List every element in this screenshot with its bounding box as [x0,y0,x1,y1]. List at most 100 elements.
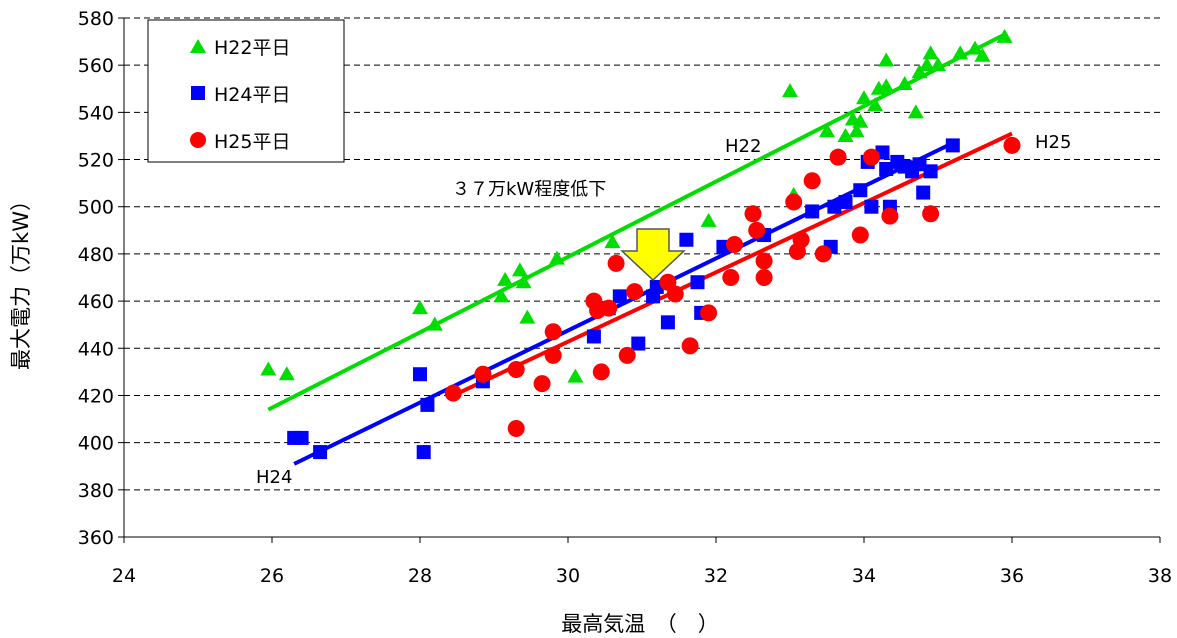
legend: H22平日 H24平日 H25平日 [147,19,345,163]
data-point-circle [507,361,525,379]
data-point-triangle [896,76,913,91]
data-point-triangle [878,52,895,67]
y-tick-label: 420 [78,385,114,407]
data-point-triangle [878,78,895,93]
trend-line-series-0 [267,32,1006,412]
data-point-triangle [497,271,514,286]
data-point-square [420,397,435,412]
data-point-triangle [700,212,717,227]
data-point-circle [792,231,810,249]
data-point-circle [626,283,644,301]
data-point-circle [748,221,766,239]
data-point-circle [592,363,610,381]
data-point-triangle [837,127,854,142]
legend-label-h22: H22平日 [214,37,290,59]
data-point-circle [1003,136,1021,154]
data-point-square [945,138,960,153]
data-point-square [631,336,646,351]
legend-triangle-icon [190,39,206,53]
y-tick-label: 440 [78,338,114,360]
y-tick-label: 460 [78,291,114,313]
legend-box [147,19,345,163]
y-tick-label: 360 [78,527,114,549]
y-axis-title: 最大電力（万kW） [9,190,33,370]
data-point-triangle [515,274,532,289]
x-tick-label: 28 [408,565,432,587]
data-point-circle [922,205,940,223]
x-tick-labels: 24 26 28 30 32 34 36 38 [112,565,1172,587]
data-point-square [916,185,931,200]
data-point-triangle [974,47,991,62]
data-point-triangle [907,104,924,119]
x-tick-label: 26 [260,565,284,587]
y-tick-label: 580 [78,8,114,30]
data-point-circle [507,419,525,437]
data-point-triangle [426,316,443,331]
data-point-triangle [852,113,869,128]
data-point-square [853,183,868,198]
down-arrow-icon [620,228,686,282]
data-point-square [923,164,938,179]
h24-line-label: H24 [256,467,292,488]
y-tick-label: 480 [78,244,114,266]
data-point-triangle [922,45,939,60]
data-point-circle [444,384,462,402]
data-point-square [690,275,705,290]
data-point-square [413,367,427,382]
x-tick-label: 30 [556,565,580,587]
data-point-square [679,232,694,247]
data-point-triangle [278,366,295,381]
data-point-triangle [260,361,277,376]
data-point-triangle [567,368,584,383]
data-point-circle [814,245,832,263]
data-point-circle [829,148,847,166]
y-tick-labels: 360 380 400 420 440 460 480 500 520 540 560 580 [78,8,114,549]
data-point-circle [755,269,773,286]
data-point-circle [544,346,562,364]
data-point-square [294,430,309,445]
legend-label-h24: H24平日 [214,84,290,106]
data-points [260,28,1021,460]
y-tick-label: 540 [78,102,114,124]
h25-line-label: H25 [1035,132,1071,153]
x-tick-label: 38 [1148,565,1172,587]
data-point-circle [881,207,899,225]
data-point-triangle [782,83,798,98]
y-tick-label: 380 [78,480,114,502]
data-point-square [864,199,879,214]
data-point-circle [722,269,740,286]
data-point-circle [544,323,562,341]
data-point-square [660,315,675,330]
data-point-triangle [819,123,835,138]
data-point-triangle [867,97,884,112]
y-tick-label: 500 [78,197,114,219]
data-point-circle [474,365,492,383]
drop-annotation: ３７万kW程度低下 [452,179,606,200]
data-point-circle [755,252,773,270]
axes [118,17,1161,543]
x-tick-label: 36 [1000,565,1024,587]
data-point-triangle [856,90,872,105]
x-tick-label: 32 [704,565,728,587]
data-point-circle [607,254,625,272]
y-tick-label: 520 [78,150,114,172]
data-point-triangle [412,300,428,315]
data-point-circle [666,285,684,303]
data-point-triangle [493,288,510,303]
data-point-square [879,161,894,176]
data-point-circle [862,148,880,166]
data-point-square [416,445,431,460]
data-point-circle [533,375,551,393]
data-point-circle [700,304,718,322]
data-point-circle [681,337,699,355]
data-point-triangle [911,64,928,79]
legend-square-icon [191,86,205,100]
data-point-square [586,329,601,344]
data-point-triangle [967,40,983,55]
data-point-square [827,199,842,214]
data-point-triangle [511,262,528,277]
data-point-triangle [952,45,969,60]
y-tick-label: 400 [78,433,114,455]
x-axis-title: 最高気温 （ ） [561,612,719,636]
